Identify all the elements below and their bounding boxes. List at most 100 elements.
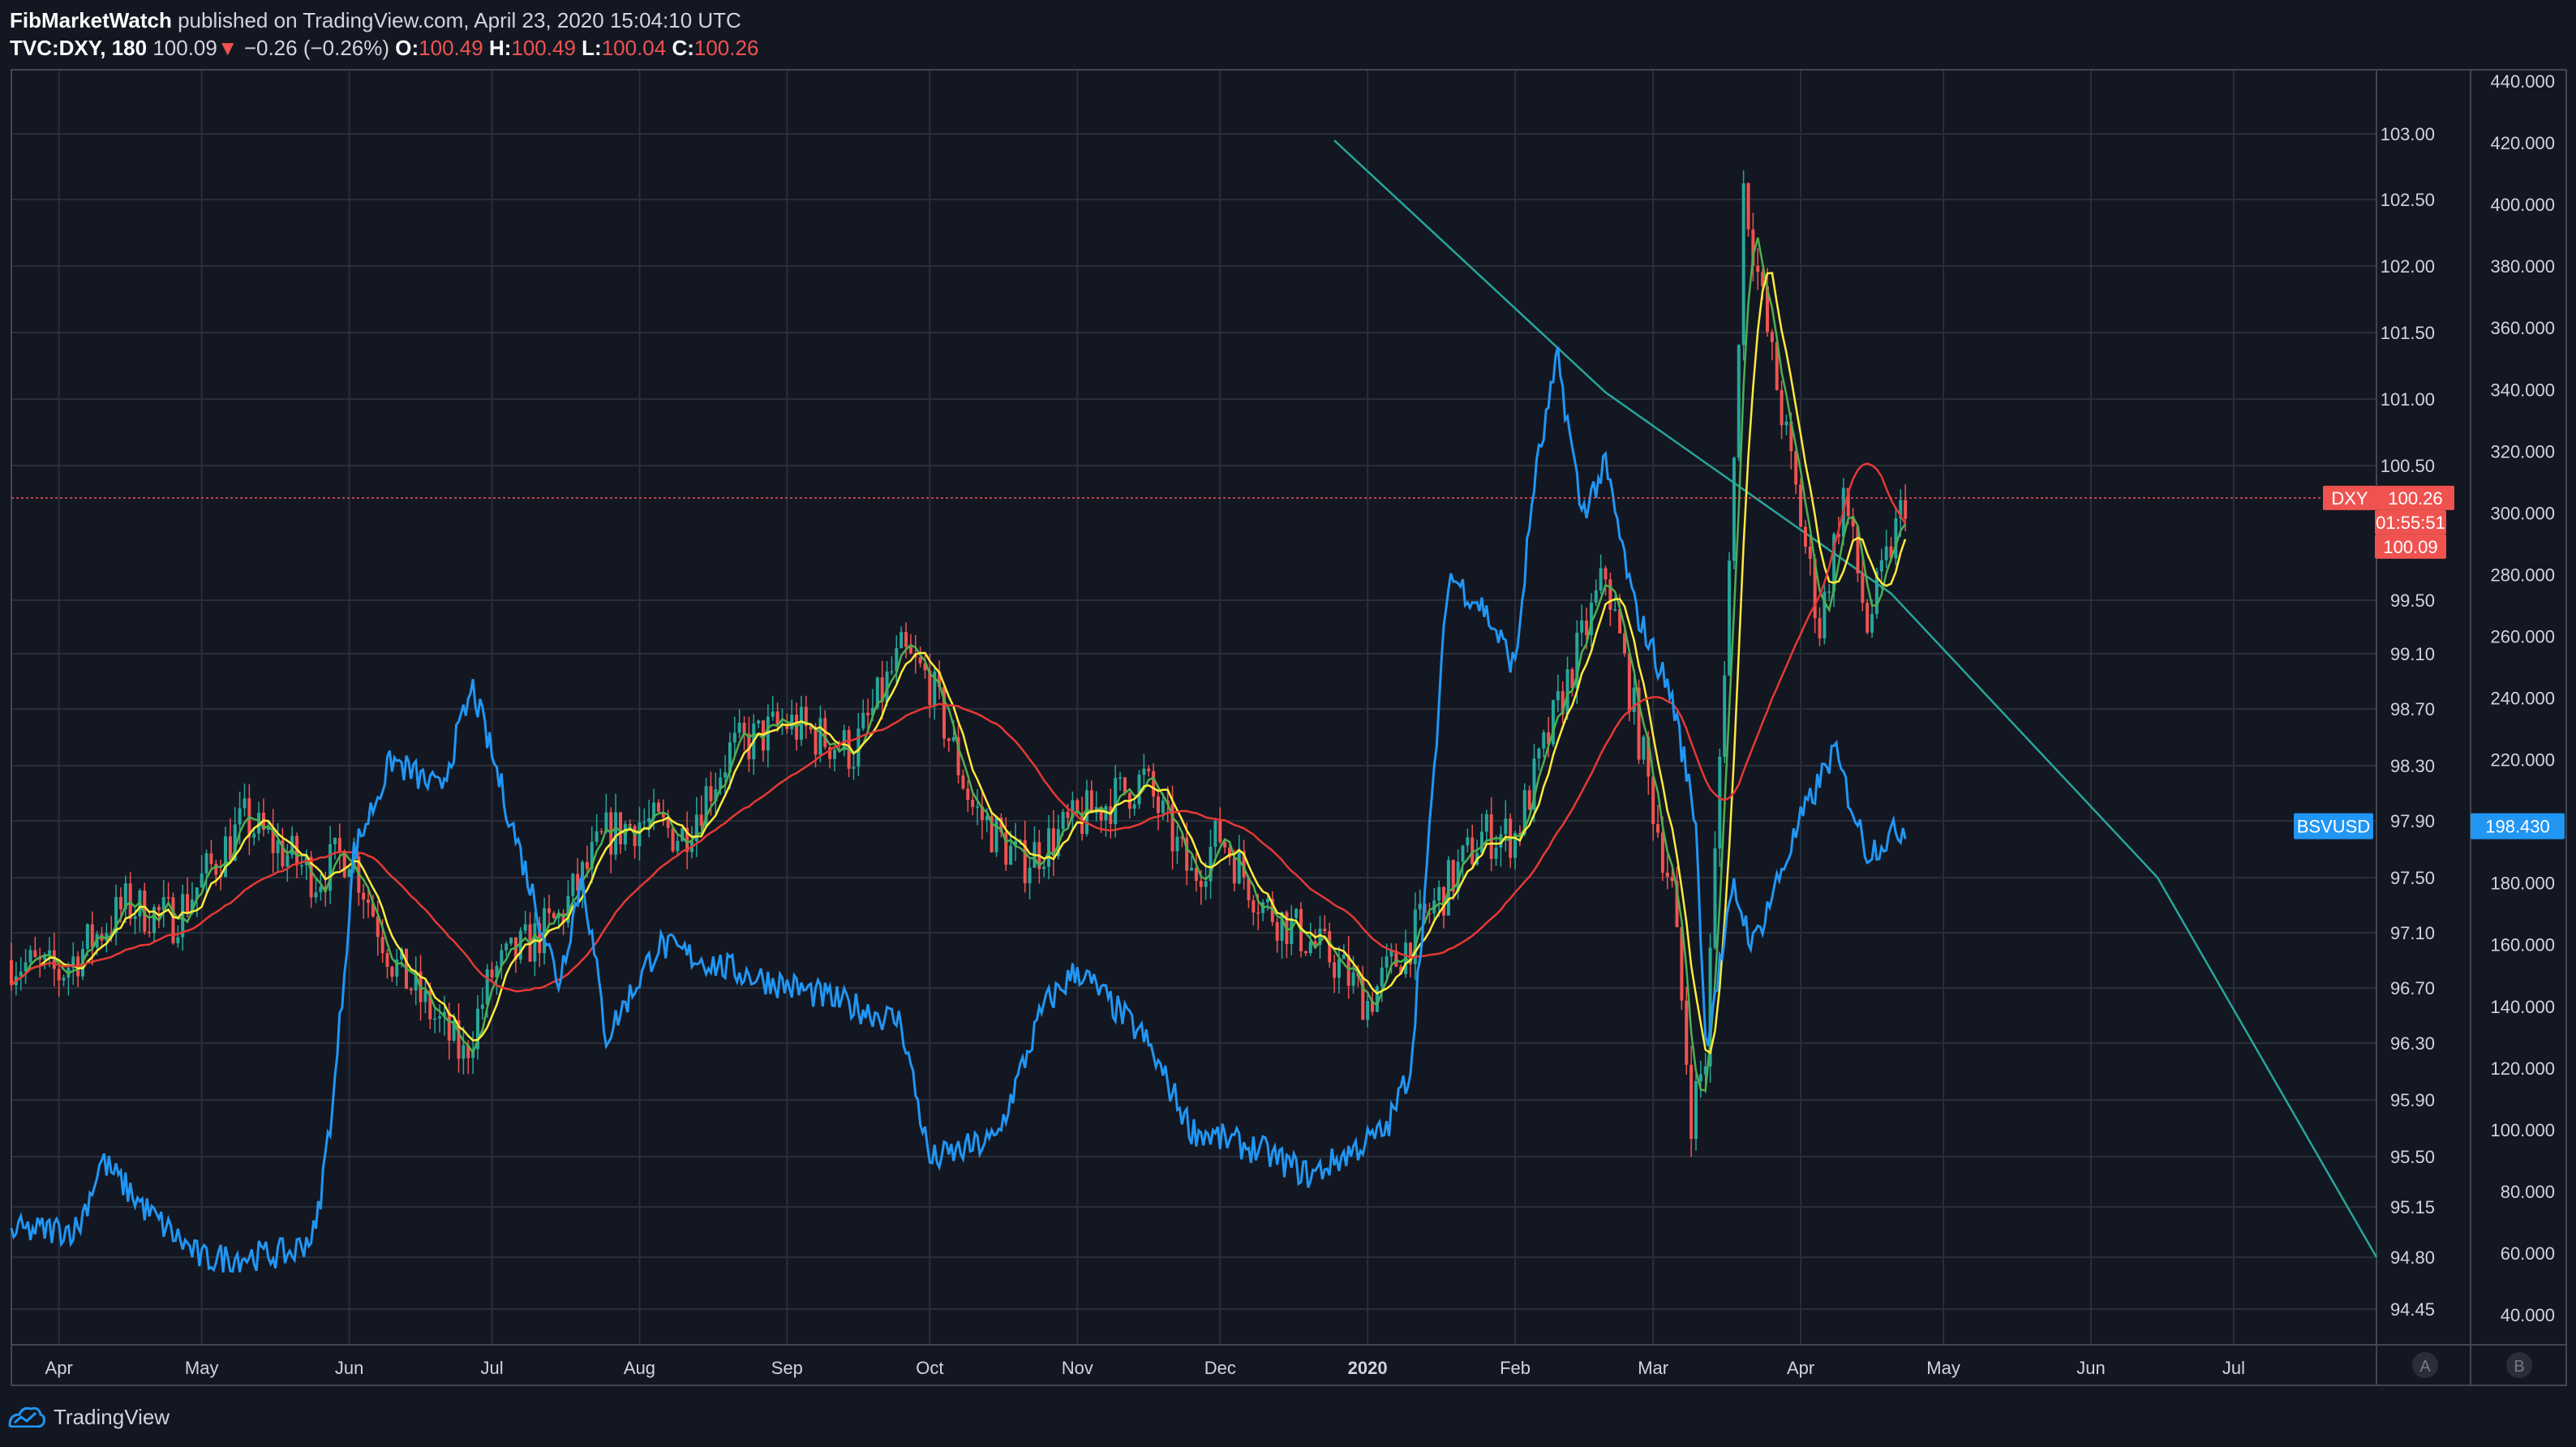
close-label: C: (672, 36, 694, 60)
high-value: 100.49 (511, 36, 576, 60)
dxy-candle (1061, 811, 1065, 830)
dxy-candle (328, 844, 333, 891)
dxy-candle (1627, 653, 1631, 712)
dxy-candle (1099, 806, 1103, 821)
dxy-candle (462, 1045, 466, 1059)
bsv-scale-symbol-tag[interactable]: BSVUSD (2294, 813, 2373, 839)
dxy-candle (656, 802, 660, 813)
dxy-candle (1479, 831, 1483, 853)
dxy-candle (233, 824, 237, 861)
dxy-candle (533, 923, 537, 962)
bar-countdown-tag[interactable]: 01:55:51 (2375, 509, 2446, 535)
dxy-candle (409, 989, 413, 991)
descending-trendline[interactable] (1333, 140, 2378, 1258)
dxy-tick-label: 99.50 (2390, 590, 2435, 611)
x-tick-label: Aug (624, 1358, 655, 1378)
dxy-candle (599, 831, 603, 833)
dxy-candle (566, 895, 570, 924)
dxy-candle (238, 808, 242, 825)
dxy-candle (1832, 534, 1836, 592)
dxy-candle (1585, 620, 1589, 636)
dxy-candle (324, 887, 328, 891)
dxy-candle (423, 990, 427, 1003)
dxy-candle (723, 772, 728, 778)
scale-button-label: A (2419, 1358, 2431, 1376)
dxy-candle (1604, 568, 1608, 580)
dxy-candle (395, 959, 399, 977)
dxy-candle (976, 806, 980, 808)
dxy-candle (1137, 775, 1141, 805)
grid-lines (11, 70, 2376, 1345)
tradingview-logo-icon (8, 1406, 45, 1428)
bsv-tick-label: 40.000 (2501, 1305, 2555, 1325)
dxy-candle (1118, 777, 1123, 779)
scale-button-b[interactable]: B (2506, 1352, 2532, 1378)
open-value: 100.49 (419, 36, 483, 60)
dxy-candle (286, 855, 290, 867)
dxy-candle (442, 1011, 446, 1017)
dxy-candle (880, 677, 884, 702)
dxy-candle (614, 812, 618, 855)
dxy-scale-symbol-tag[interactable]: DXY (2323, 485, 2376, 510)
dxy-candle (685, 827, 689, 852)
dxy-candle (495, 965, 499, 978)
dxy-candle (90, 924, 94, 948)
bsv-tick-label: 400.000 (2490, 195, 2555, 215)
dxy-candle (62, 977, 66, 981)
dxy-candle (1375, 986, 1379, 1012)
dxy-candle (1323, 928, 1327, 932)
dxy-candle (809, 726, 813, 730)
dxy-candle (1660, 832, 1664, 873)
plot-area[interactable] (11, 70, 2376, 1345)
dxy-candle (1756, 265, 1760, 273)
dxy-candle (1242, 851, 1246, 878)
dxy-candle (19, 971, 23, 977)
dxy-candle (1651, 776, 1655, 824)
dxy-candle (571, 874, 575, 896)
dxy-candle (157, 907, 161, 911)
author-name[interactable]: FibMarketWatch (10, 8, 172, 32)
dxy-candle (252, 833, 256, 838)
dxy-candle (1537, 748, 1541, 759)
bsvusd-line[interactable] (10, 346, 1907, 1273)
dxy-candle (504, 943, 509, 951)
scale-button-a[interactable]: A (2412, 1352, 2438, 1378)
symbol-label[interactable]: TVC:DXY, 180 (10, 36, 148, 60)
dxy-last-price-tag[interactable]: 100.26 (2376, 485, 2454, 510)
dxy-candle (1827, 591, 1831, 593)
dxy-candle (1247, 877, 1251, 900)
dxy-candle (1708, 947, 1712, 1067)
dxy-candle (428, 990, 432, 1020)
dxy-tick-label: 95.15 (2390, 1197, 2435, 1217)
bsv-tick-label: 420.000 (2490, 133, 2555, 153)
dxy-candle (994, 818, 998, 852)
dxy-candle (1622, 633, 1626, 654)
dxy-candle (928, 670, 932, 706)
dxy-candle (500, 950, 504, 966)
dxy-candle (161, 897, 165, 911)
tradingview-footer[interactable]: TradingView (8, 1400, 333, 1436)
bsv-last-price-tag[interactable]: 198.430 (2471, 813, 2565, 839)
dxy-candle (1713, 848, 1717, 948)
dxy-candle (209, 853, 213, 865)
dxy-candle (1565, 669, 1569, 715)
dxy-candle (1185, 837, 1189, 871)
bar-countdown-tag-bg (2375, 509, 2446, 535)
dxy-candle (143, 890, 147, 932)
dxy-candle (1180, 836, 1184, 839)
dxy-candle (257, 812, 261, 834)
dxy-candle (561, 913, 565, 924)
bsv-price-scale[interactable] (2471, 70, 2566, 1345)
dxy-candle (480, 1004, 484, 1009)
dxy-candle (1670, 877, 1674, 882)
dxy-candle (1813, 558, 1817, 619)
dxy-candle (699, 814, 703, 827)
dxy-bid-tag[interactable]: 100.09 (2375, 534, 2446, 559)
dxy-candle (543, 908, 547, 954)
dxy-candles[interactable] (10, 170, 1908, 1157)
time-scale[interactable] (11, 1345, 2376, 1385)
bsv-tick-label: 80.000 (2501, 1182, 2555, 1202)
dxy-price-scale[interactable] (2376, 70, 2471, 1345)
ohlc-legend: TVC:DXY, 180 100.09▼ −0.26 (−0.26%) O:10… (10, 34, 758, 62)
